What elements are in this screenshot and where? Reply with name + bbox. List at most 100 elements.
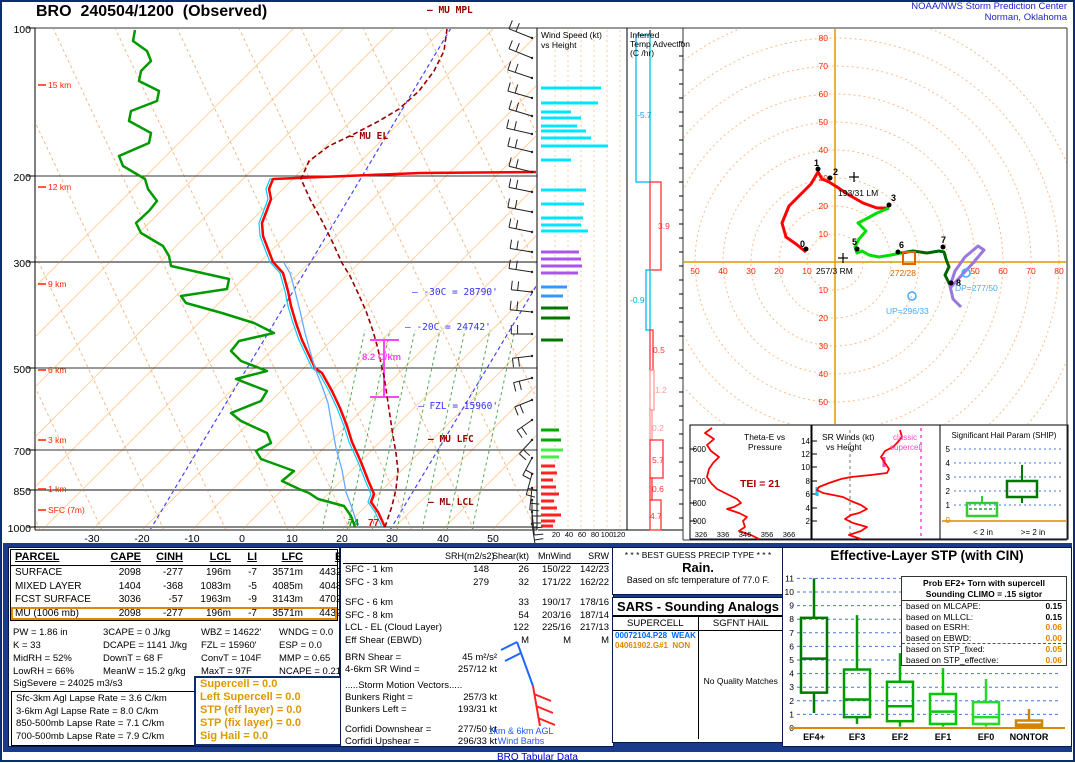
chart-label: SR Winds (kt) [822,432,875,442]
svg-text:10: 10 [819,285,829,295]
thermo-stats-column: PW = 1.86 in K = 33 MidRH = 52% LowRH = 66% [13,627,74,677]
chart-label: 8 [806,477,811,486]
chart-label: 3.9 [658,221,670,231]
stp-inset-header: Prob EF2+ Torn with supercell Sounding C… [902,577,1066,601]
svg-text:4: 4 [789,669,794,679]
svg-text:8: 8 [789,614,794,624]
precip-type-value: Rain. [682,560,714,575]
chart-label: Significant Hail Param (SHIP) [952,431,1057,440]
parcel-table-row: MIXED LAYER 1404 -368 1083m -5 4085m 40482' [15,580,349,592]
footer: BRO Tabular Data [0,752,1075,763]
hodograph-level-dot [886,202,892,208]
temp-advection-box [649,369,655,411]
temp-advection-box [649,181,662,271]
sars-hail-header: SGFNT HAIL [698,617,783,631]
hodograph-trace-2-6km [853,206,902,259]
chart-label: 0.6 [652,484,664,494]
chart-label: 272/28 [890,268,916,278]
chart-label: 12 [801,450,810,459]
chart-label: 6 km [48,365,66,375]
stp-category-label: EF0 [978,732,995,742]
wind-speed-bar [541,338,563,342]
skewt-temp-trace [260,170,536,528]
svg-text:5: 5 [789,655,794,665]
chart-label: – ML LCL [428,497,474,508]
skewt-dewpoint-trace [117,29,357,528]
chart-label: – -30C = 28790' [412,287,498,298]
wind-speed-bar [541,455,559,459]
stp-category-label: EF3 [849,732,866,742]
chart-label: 100 [601,530,614,539]
svg-text:20: 20 [819,201,829,211]
wind-barb-legend-label1: 1km & 6km AGL [488,726,554,736]
chart-label: 40 [437,533,449,545]
shear-stat-row: Corfidi Downshear = 277/50 kt [345,724,497,735]
chart-label: (C /hr) [630,48,654,58]
chart-label: 15 km [48,80,71,90]
chart-label: < 2 in [973,528,993,537]
chart-label: 74 [348,518,360,529]
chart-label: 4 [806,504,811,513]
srh-table-header: SRH(m2/s2) Shear(kt) MnWind SRW [343,550,609,564]
agency-credit-line2: Norman, Oklahoma [984,11,1067,23]
wind-speed-bar [541,316,570,320]
storm-motion-marker [961,268,971,278]
sars-title: SARS - Sounding Analogs [613,598,783,617]
storm-motion-title: .....Storm Motion Vectors..... [345,680,463,691]
agency-credit: NOAA/NWS Storm Prediction Center Norman,… [911,1,1067,23]
srh-table-row: SFC - 1 km 148 26 150/22 142/23 [345,564,609,575]
wind-speed-bar [541,285,567,289]
wind-speed-bar [541,229,588,233]
parcel-table-row: SURFACE 2098 -277 196m -7 3571m 44324' [15,567,349,578]
sars-hail-column: SGFNT HAIL No Quality Matches [697,617,783,739]
wind-barb [507,61,534,80]
wind-barb [509,239,534,254]
stp-box [928,692,958,726]
hodograph-level-label: 2 [833,167,838,177]
wind-speed-bar [541,524,553,528]
sars-supercell-column: SUPERCELL 00072104.P28 WEAK 04061902.G#1 … [613,617,698,739]
chart-label: DP=277/50 [955,283,998,293]
wind-barb [514,398,534,416]
hodograph-level-label: 7 [941,235,946,245]
chart-label: 4 [946,459,951,468]
hodograph-level-dot [854,246,860,252]
svg-text:3: 3 [789,682,794,692]
srh-table-row: SFC - 8 km 54 203/16 187/14 [345,609,609,621]
hodograph-level-label: 0 [800,239,805,249]
temp-advection-box [635,34,651,183]
stp-probability-row: based on STP_fixed: 0.05 [902,643,1066,655]
wind-barb [508,40,534,60]
wind-barb-legend-label2: Wind Barbs [497,736,545,746]
wind-speed-bar [541,136,591,140]
svg-text:50: 50 [690,266,700,276]
parcel-table: PARCELCAPECINHLCLLILFCELSURFACE2098-2771… [10,549,349,621]
chart-label: 0 [946,516,951,525]
wind-speed-bar [541,250,579,254]
wind-speed-bar [541,223,581,227]
thermo-stats-column: 3CAPE = 0 J/kg DCAPE = 1141 J/kg DownT = 6… [103,627,188,677]
marker-rect [1005,479,1039,499]
svg-text:10: 10 [819,229,829,239]
hodograph-level-dot [827,175,833,181]
chart-label: 257/3 RM [816,266,853,276]
chart-label: 8.2 C/km [362,352,401,363]
chart-label: 3 km [48,435,66,445]
chart-label: 1.2 [655,385,667,395]
tabular-data-link[interactable]: BRO Tabular Data [497,752,578,763]
chart-label: Theta-E vs [744,432,785,442]
wind-speed-bar [541,101,598,105]
wind-speed-bar [541,216,583,220]
svg-text:50: 50 [819,117,829,127]
hodograph-level-dot [815,166,821,172]
wind-barb-legend-graphic [500,641,556,726]
chart-label: -10 [184,533,199,545]
parcel-table-row: MU (1006 mb) 2098 -277 196m -7 3571m 44324' [11,606,349,620]
chart-label: 10 [801,463,810,472]
srh-table-row: LCL - EL (Cloud Layer) 122 225/16 217/13 [345,622,609,633]
wind-barb [525,472,537,498]
marker-rect [965,501,999,518]
sars-hail-note: No Quality Matches [703,676,778,686]
thermodynamic-panel: PARCELCAPECINHLCLLILFCELSURFACE2098-2771… [8,547,349,747]
chart-label: 600 [693,445,707,454]
